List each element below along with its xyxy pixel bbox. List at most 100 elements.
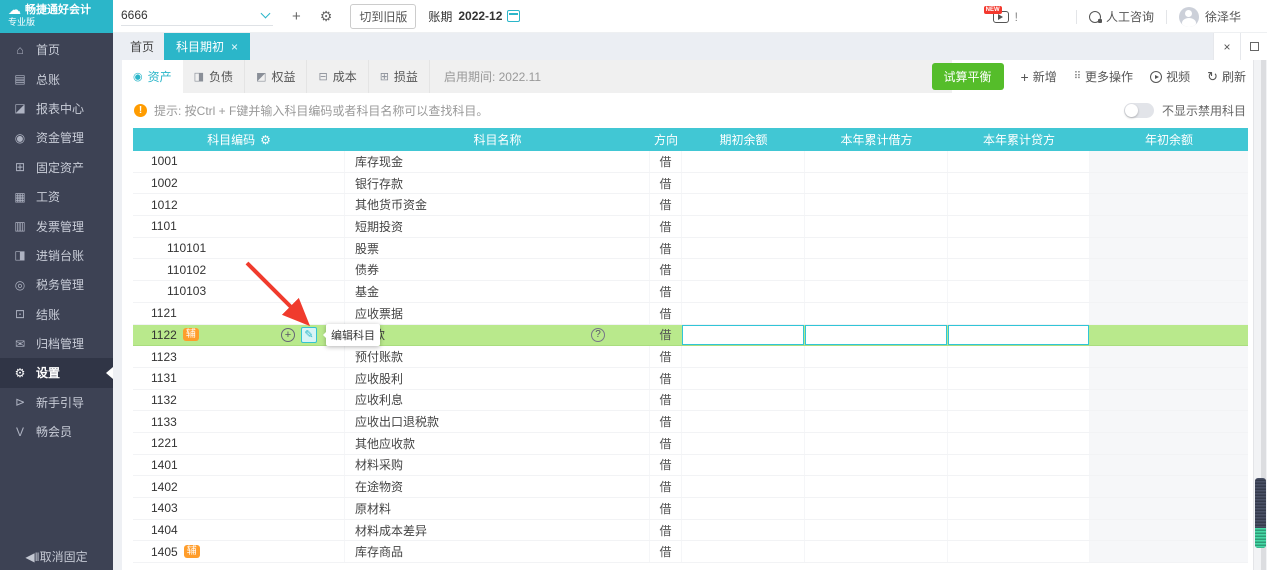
table-row[interactable]: 1402 在途物资借 — [133, 476, 1248, 498]
tab-home[interactable]: 首页 — [120, 33, 164, 60]
year-begin-balance-cell — [1090, 519, 1248, 541]
table-row[interactable]: 1001 库存现金借 — [133, 151, 1248, 173]
aux-accounting-badge: 辅 — [183, 545, 200, 559]
ytd-credit-cell — [948, 519, 1090, 541]
subtab-cost[interactable]: ⊟ 成本 — [307, 60, 369, 93]
sidebar-item-payroll[interactable]: ▦ 工资 — [0, 182, 113, 211]
table-row[interactable]: 1133 应收出口退税款借 — [133, 411, 1248, 433]
unpin-sidebar-button[interactable]: ◀‖取消固定 — [0, 548, 113, 565]
table-row[interactable]: 1401 材料采购借 — [133, 454, 1248, 477]
trial-balance-button[interactable]: 试算平衡 — [931, 63, 1004, 90]
sidebar-item-invoice[interactable]: ▥ 发票管理 — [0, 211, 113, 240]
avatar[interactable] — [1178, 6, 1199, 27]
scrollbar-gutter — [1253, 60, 1267, 570]
year-begin-balance-cell — [1090, 541, 1248, 563]
sidebar-item-label: 新手引导 — [36, 395, 85, 410]
sidebar-item-label: 畅会员 — [36, 425, 73, 440]
year-begin-balance-cell — [1090, 325, 1248, 346]
table-row[interactable]: 110101 股票借 — [133, 237, 1248, 260]
sidebar-item-fixed-assets[interactable]: ⊞ 固定资产 — [0, 153, 113, 182]
sidebar-item-label: 归档管理 — [36, 337, 85, 352]
sidebar-item-archive[interactable]: ✉ 归档管理 — [0, 329, 113, 358]
ytd-debit-cell — [805, 476, 948, 497]
scrollbar-track[interactable] — [1261, 60, 1266, 570]
account-selector[interactable]: 6666 — [121, 6, 273, 26]
calendar-icon[interactable] — [507, 10, 521, 22]
username[interactable]: 徐泽华 — [1204, 10, 1241, 24]
opening-balance-input[interactable] — [682, 324, 804, 345]
trade-ledger-icon: ◨ — [14, 248, 26, 263]
video-notice-icon[interactable]: NEW — [983, 5, 1009, 23]
scrollbar-thumb[interactable] — [1255, 478, 1266, 548]
table-row[interactable]: 1012 其他货币资金借 — [133, 194, 1248, 217]
table-row[interactable]: 1404 材料成本差异借 — [133, 519, 1248, 542]
direction-cell: 借 — [650, 367, 682, 389]
sidebar-item-ledger[interactable]: ▤ 总账 — [0, 64, 113, 93]
edit-subject-icon[interactable]: ✎ — [301, 326, 317, 343]
sidebar-item-closing[interactable]: ⊡ 结账 — [0, 300, 113, 329]
sidebar-item-reports[interactable]: ◪ 报表中心 — [0, 94, 113, 123]
table-row[interactable]: 1122辅款借+✎编辑科目? — [133, 323, 1248, 347]
video-button[interactable]: 视频 — [1150, 68, 1190, 85]
subject-code-cell: 110102 — [133, 259, 345, 281]
subject-code: 1002 — [151, 176, 178, 191]
brand-subtitle: 专业版 — [8, 17, 36, 28]
sidebar-item-home[interactable]: ⌂ 首页 — [0, 35, 113, 64]
subject-name-cell: 应收出口退税款 — [345, 411, 650, 432]
add-child-subject-icon[interactable]: + — [281, 327, 295, 342]
table-row[interactable]: 1101 短期投资借 — [133, 216, 1248, 238]
ytd-debit-cell — [805, 281, 948, 302]
direction-cell: 借 — [650, 498, 682, 519]
subtab-liability[interactable]: ◨ 负债 — [183, 60, 246, 93]
archive-icon: ✉ — [14, 336, 26, 351]
main-area: 6666 + ⚙ 切到旧版 账期 2022-12 NEW ! 人工咨询 徐泽华 — [113, 0, 1267, 570]
ytd-debit-input[interactable] — [805, 324, 947, 345]
subject-code: 1404 — [151, 523, 178, 538]
close-tab-icon[interactable]: × — [231, 39, 239, 54]
subject-name-cell: 基金 — [345, 281, 650, 302]
sidebar-item-tax[interactable]: ◎ 税务管理 — [0, 270, 113, 299]
fullscreen-icon[interactable] — [1240, 33, 1267, 60]
table-row[interactable]: 1221 其他应收款借 — [133, 432, 1248, 455]
hide-disabled-toggle[interactable] — [1123, 103, 1154, 118]
support-link[interactable]: 人工咨询 — [1105, 10, 1154, 24]
table-row[interactable]: 1123 预付账款借 — [133, 346, 1248, 368]
table-row[interactable]: 1405 辅 库存商品借 — [133, 541, 1248, 564]
period-value[interactable]: 2022-12 — [458, 9, 503, 23]
ytd-credit-input[interactable] — [948, 324, 1089, 345]
more-actions-button[interactable]: ⠿ 更多操作 — [1074, 68, 1133, 85]
switch-old-version-button[interactable]: 切到旧版 — [350, 3, 417, 29]
brand-logo: ☁ 畅捷通好会计 专业版 — [0, 0, 113, 33]
table-row[interactable]: 1002 银行存款借 — [133, 172, 1248, 195]
add-account-icon[interactable]: + — [292, 7, 301, 25]
ytd-credit-cell — [948, 367, 1090, 389]
table-row[interactable]: 1403 原材料借 — [133, 498, 1248, 520]
sidebar-item-funds[interactable]: ◉ 资金管理 — [0, 123, 113, 152]
table-row[interactable]: 1121 应收票据借 — [133, 302, 1248, 325]
sidebar-item-settings[interactable]: ⚙ 设置 — [0, 358, 113, 388]
close-icon[interactable]: × — [1213, 33, 1240, 60]
gear-icon[interactable]: ⚙ — [319, 7, 333, 24]
tip-row: ! 提示: 按Ctrl + F键并输入科目编码或者科目名称可以查找科目。 不显示… — [122, 93, 1258, 128]
subtab-assets[interactable]: ◉ 资产 — [122, 60, 183, 93]
opening-balance-cell — [682, 454, 805, 476]
tab-subject-opening[interactable]: 科目期初 × — [164, 33, 251, 60]
help-icon[interactable]: ? — [591, 327, 605, 342]
subtab-pnl[interactable]: ⊞ 损益 — [369, 60, 430, 93]
table-row[interactable]: 110102 债券借 — [133, 259, 1248, 282]
guide-icon: ⊳ — [14, 395, 26, 410]
table-row[interactable]: 1131 应收股利借 — [133, 367, 1248, 390]
sidebar-item-guide[interactable]: ⊳ 新手引导 — [0, 388, 113, 417]
table-row[interactable]: 1132 应收利息借 — [133, 389, 1248, 412]
sidebar-item-trade-ledger[interactable]: ◨ 进销台账 — [0, 241, 113, 270]
ytd-debit-cell — [805, 324, 948, 346]
subtab-label: 权益 — [271, 70, 296, 84]
info-icon: ! — [134, 104, 147, 117]
add-subject-button[interactable]: + 新增 — [1021, 68, 1057, 85]
refresh-button[interactable]: ↻ 刷新 — [1207, 68, 1246, 85]
subtab-equity[interactable]: ◩ 权益 — [245, 60, 308, 93]
column-settings-gear-icon[interactable]: ⚙ — [260, 133, 271, 147]
sidebar-item-membership[interactable]: V 畅会员 — [0, 417, 113, 446]
ytd-debit-cell — [805, 216, 948, 237]
table-row[interactable]: 110103 基金借 — [133, 281, 1248, 303]
